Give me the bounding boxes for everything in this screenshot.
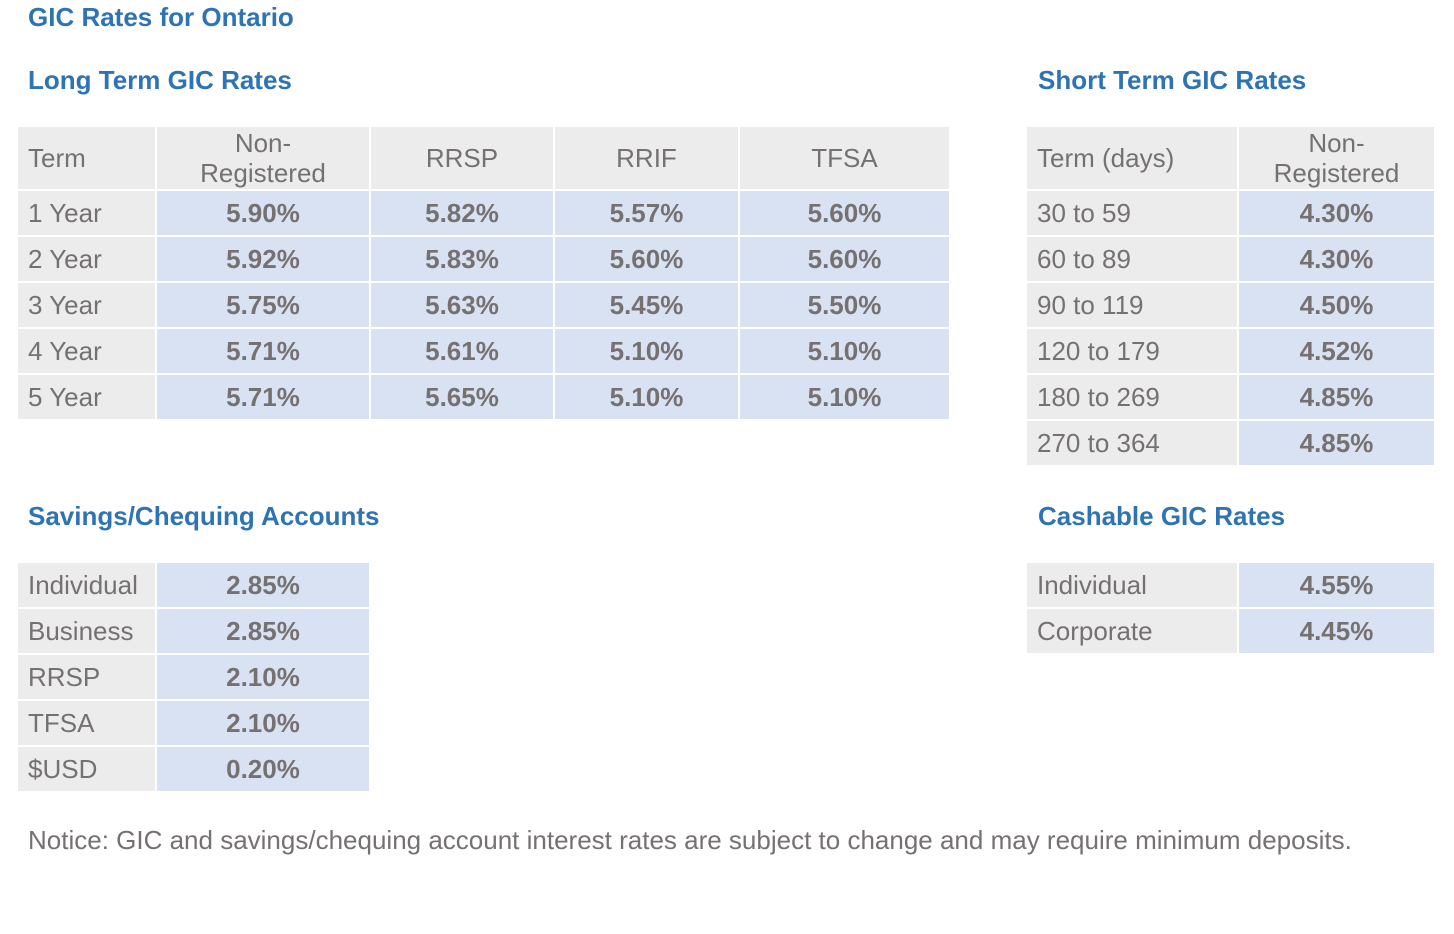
table-row: Corporate 4.45%	[1027, 608, 1436, 655]
rate-cell: 4.30%	[1238, 236, 1436, 283]
rate-cell: 5.57%	[554, 190, 740, 237]
savings-table: Individual 2.85% Business 2.85% RRSP 2.1…	[18, 563, 371, 793]
rate-cell: 4.50%	[1238, 282, 1436, 329]
term-cell: 30 to 59	[1027, 190, 1239, 237]
short-term-table: Term (days) Non- Registered 30 to 59 4.3…	[1027, 127, 1436, 467]
term-cell: 5 Year	[18, 374, 157, 421]
rate-cell: 5.82%	[370, 190, 555, 237]
account-cell: Individual	[18, 563, 157, 609]
column-header: Term (days)	[1027, 127, 1239, 191]
table-row: 270 to 364 4.85%	[1027, 420, 1436, 467]
table-row: 30 to 59 4.30%	[1027, 190, 1436, 237]
account-cell: Corporate	[1027, 608, 1239, 655]
rate-cell: 4.52%	[1238, 328, 1436, 375]
rate-cell: 5.61%	[370, 328, 555, 375]
account-cell: $USD	[18, 746, 157, 793]
table-row: Individual 4.55%	[1027, 563, 1436, 609]
table-row: 1 Year 5.90% 5.82% 5.57% 5.60%	[18, 190, 951, 237]
notice-text: Notice: GIC and savings/chequing account…	[28, 825, 1352, 855]
column-header: Non- Registered	[156, 127, 371, 191]
rate-cell: 5.10%	[739, 374, 951, 421]
account-cell: TFSA	[18, 700, 157, 747]
table-row: 2 Year 5.92% 5.83% 5.60% 5.60%	[18, 236, 951, 283]
rate-cell: 5.10%	[739, 328, 951, 375]
table-header-row: Term (days) Non- Registered	[1027, 127, 1436, 191]
rate-cell: 5.60%	[554, 236, 740, 283]
rate-cell: 5.90%	[156, 190, 371, 237]
account-cell: RRSP	[18, 654, 157, 701]
table-row: 90 to 119 4.50%	[1027, 282, 1436, 329]
rate-cell: 5.83%	[370, 236, 555, 283]
rate-cell: 5.60%	[739, 190, 951, 237]
table-row: Business 2.85%	[18, 608, 371, 655]
page-title: GIC Rates for Ontario	[28, 2, 294, 32]
term-cell: 3 Year	[18, 282, 157, 329]
cashable-title: Cashable GIC Rates	[1038, 501, 1286, 531]
rate-cell: 4.85%	[1238, 420, 1436, 467]
rate-cell: 5.71%	[156, 328, 371, 375]
term-cell: 180 to 269	[1027, 374, 1239, 421]
rate-cell: 4.30%	[1238, 190, 1436, 237]
column-header: RRIF	[554, 127, 740, 191]
short-term-title: Short Term GIC Rates	[1038, 65, 1307, 95]
long-term-table: Term Non- Registered RRSP RRIF TFSA 1 Ye…	[18, 127, 951, 421]
rate-cell: 5.10%	[554, 328, 740, 375]
table-row: RRSP 2.10%	[18, 654, 371, 701]
account-cell: Business	[18, 608, 157, 655]
term-cell: 1 Year	[18, 190, 157, 237]
term-cell: 60 to 89	[1027, 236, 1239, 283]
table-row: 180 to 269 4.85%	[1027, 374, 1436, 421]
rate-cell: 5.50%	[739, 282, 951, 329]
column-header: Non- Registered	[1238, 127, 1436, 191]
account-cell: Individual	[1027, 563, 1239, 609]
term-cell: 90 to 119	[1027, 282, 1239, 329]
rate-cell: 4.85%	[1238, 374, 1436, 421]
table-row: 5 Year 5.71% 5.65% 5.10% 5.10%	[18, 374, 951, 421]
rate-cell: 5.75%	[156, 282, 371, 329]
rate-cell: 2.85%	[156, 563, 371, 609]
column-header: Term	[18, 127, 157, 191]
cashable-table: Individual 4.55% Corporate 4.45%	[1027, 563, 1436, 655]
rate-cell: 2.85%	[156, 608, 371, 655]
table-row: 4 Year 5.71% 5.61% 5.10% 5.10%	[18, 328, 951, 375]
rate-cell: 5.65%	[370, 374, 555, 421]
rate-cell: 5.92%	[156, 236, 371, 283]
table-row: $USD 0.20%	[18, 746, 371, 793]
rate-cell: 4.55%	[1238, 563, 1436, 609]
rate-cell: 5.63%	[370, 282, 555, 329]
savings-title: Savings/Chequing Accounts	[28, 501, 380, 531]
column-header: TFSA	[739, 127, 951, 191]
long-term-title: Long Term GIC Rates	[28, 65, 292, 95]
rate-cell: 0.20%	[156, 746, 371, 793]
rate-cell: 2.10%	[156, 700, 371, 747]
rate-cell: 4.45%	[1238, 608, 1436, 655]
table-row: Individual 2.85%	[18, 563, 371, 609]
term-cell: 2 Year	[18, 236, 157, 283]
term-cell: 4 Year	[18, 328, 157, 375]
column-header: RRSP	[370, 127, 555, 191]
rate-cell: 5.10%	[554, 374, 740, 421]
table-row: 120 to 179 4.52%	[1027, 328, 1436, 375]
table-header-row: Term Non- Registered RRSP RRIF TFSA	[18, 127, 951, 191]
term-cell: 120 to 179	[1027, 328, 1239, 375]
term-cell: 270 to 364	[1027, 420, 1239, 467]
table-row: TFSA 2.10%	[18, 700, 371, 747]
table-row: 60 to 89 4.30%	[1027, 236, 1436, 283]
rate-cell: 2.10%	[156, 654, 371, 701]
table-row: 3 Year 5.75% 5.63% 5.45% 5.50%	[18, 282, 951, 329]
rate-cell: 5.71%	[156, 374, 371, 421]
rate-cell: 5.60%	[739, 236, 951, 283]
rate-cell: 5.45%	[554, 282, 740, 329]
